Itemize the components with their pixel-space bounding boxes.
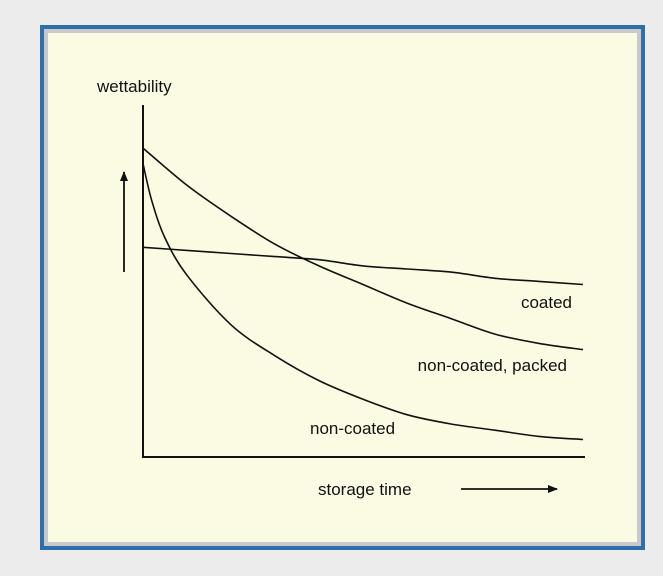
chart-panel: wettability storage time coated non-coate… bbox=[48, 33, 637, 542]
series-labels: coated non-coated, packed non-coated bbox=[310, 293, 572, 438]
series-label-non-coated: non-coated bbox=[310, 419, 395, 438]
series-group bbox=[142, 147, 584, 441]
x-axis-label: storage time bbox=[318, 480, 412, 499]
series-line-non-coated-packed bbox=[142, 147, 584, 351]
series-line-non-coated bbox=[142, 163, 584, 441]
series-label-coated: coated bbox=[521, 293, 572, 312]
y-axis-label: wettability bbox=[96, 77, 172, 96]
series-label-non-coated-packed: non-coated, packed bbox=[418, 356, 567, 375]
figure-frame: wettability storage time coated non-coate… bbox=[40, 25, 645, 550]
series-line-coated bbox=[142, 246, 584, 286]
